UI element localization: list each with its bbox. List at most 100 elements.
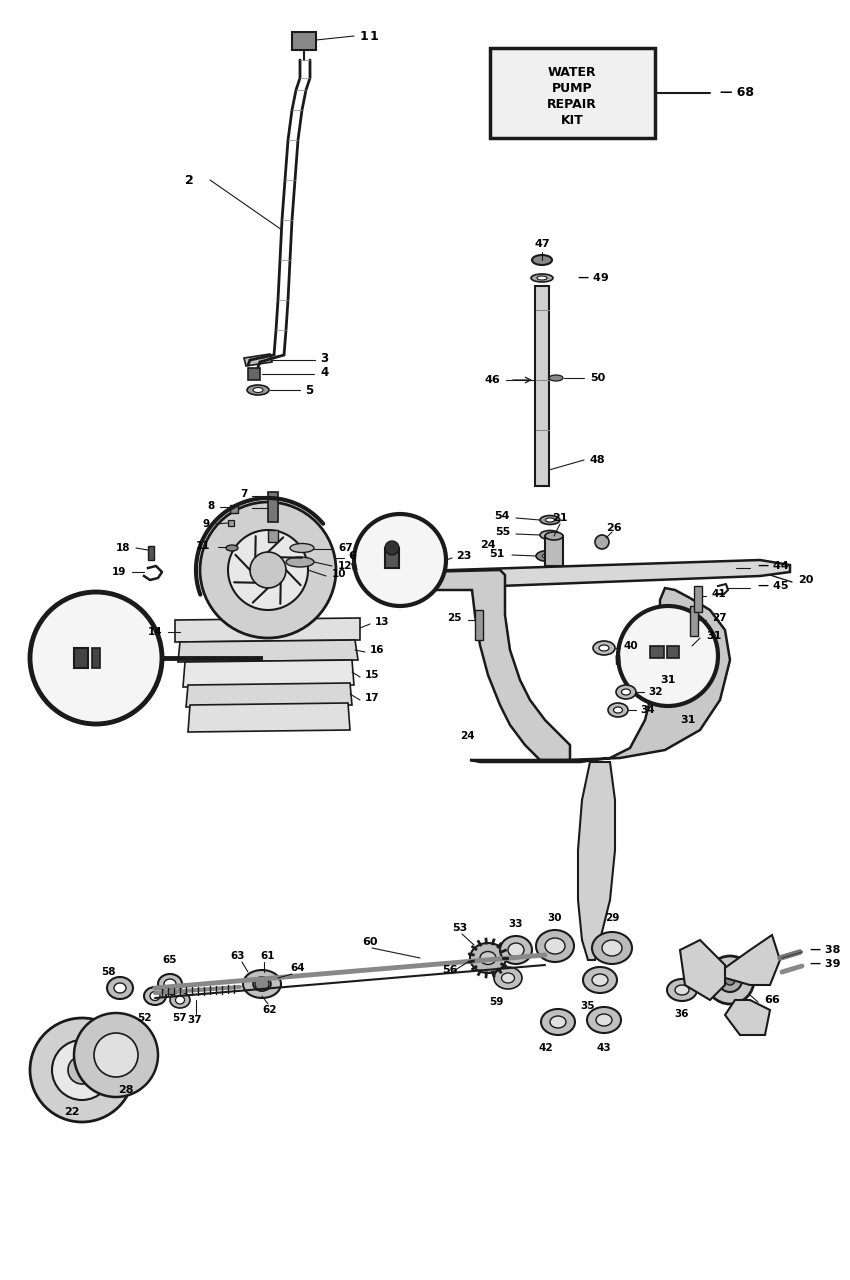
Circle shape (30, 591, 162, 724)
Polygon shape (420, 570, 570, 760)
Circle shape (30, 1018, 134, 1123)
Ellipse shape (545, 532, 563, 540)
Text: 18: 18 (116, 543, 130, 553)
Text: 17: 17 (365, 692, 380, 703)
Circle shape (385, 541, 399, 556)
Text: 26: 26 (606, 524, 622, 532)
Circle shape (706, 956, 754, 1004)
Ellipse shape (545, 938, 565, 954)
Ellipse shape (540, 530, 560, 539)
Text: — 39: — 39 (810, 959, 841, 969)
Text: 14: 14 (147, 627, 162, 637)
Text: 16: 16 (370, 645, 384, 655)
Bar (545, 536, 563, 566)
Text: 52: 52 (137, 1012, 151, 1023)
Text: 50: 50 (590, 372, 605, 383)
Circle shape (718, 968, 742, 992)
Text: 51: 51 (490, 549, 505, 559)
Text: 27: 27 (712, 613, 727, 623)
Ellipse shape (667, 979, 697, 1001)
Text: — 49: — 49 (578, 273, 609, 283)
Text: 46: 46 (484, 375, 500, 385)
Bar (690, 605, 698, 636)
Text: 33: 33 (509, 919, 524, 929)
Ellipse shape (508, 943, 524, 957)
Bar (667, 646, 679, 658)
Polygon shape (390, 561, 790, 590)
Ellipse shape (253, 977, 271, 991)
Text: 54: 54 (495, 511, 510, 521)
Text: — 44: — 44 (758, 561, 789, 571)
Text: 47: 47 (534, 239, 550, 250)
Ellipse shape (158, 974, 182, 995)
Ellipse shape (226, 545, 238, 550)
Text: 1: 1 (370, 29, 379, 42)
Circle shape (255, 977, 269, 991)
Bar (74, 648, 88, 668)
Polygon shape (578, 762, 615, 960)
Ellipse shape (253, 388, 263, 393)
Text: 15: 15 (365, 669, 379, 680)
Ellipse shape (616, 685, 636, 699)
Polygon shape (178, 640, 358, 662)
Ellipse shape (502, 973, 514, 983)
Ellipse shape (164, 979, 176, 989)
Text: 55: 55 (495, 527, 510, 538)
Text: 22: 22 (65, 1107, 80, 1117)
Text: 37: 37 (188, 1015, 202, 1025)
Text: 62: 62 (263, 1005, 277, 1015)
Ellipse shape (480, 951, 496, 965)
Text: 31: 31 (706, 631, 722, 641)
Text: 48: 48 (590, 454, 605, 465)
Text: 4: 4 (320, 366, 328, 379)
Ellipse shape (286, 557, 314, 567)
Text: 23: 23 (456, 550, 472, 561)
Circle shape (725, 975, 735, 986)
Text: 11: 11 (196, 541, 210, 550)
Text: 32: 32 (648, 687, 662, 698)
Ellipse shape (550, 1016, 566, 1028)
Ellipse shape (593, 641, 615, 655)
Ellipse shape (540, 516, 560, 525)
Ellipse shape (170, 992, 190, 1009)
Text: 53: 53 (452, 923, 468, 933)
Ellipse shape (549, 375, 563, 381)
Circle shape (228, 530, 308, 611)
Ellipse shape (500, 936, 532, 964)
Text: 60: 60 (362, 937, 377, 947)
Ellipse shape (537, 276, 547, 280)
Text: 61: 61 (261, 951, 275, 961)
Text: 59: 59 (489, 997, 503, 1007)
Circle shape (94, 1033, 138, 1076)
Polygon shape (186, 684, 352, 707)
Ellipse shape (706, 562, 734, 575)
Ellipse shape (290, 544, 314, 553)
Ellipse shape (621, 689, 631, 695)
Text: 63: 63 (230, 951, 246, 961)
Ellipse shape (546, 532, 554, 538)
Text: 41: 41 (712, 589, 727, 599)
Polygon shape (715, 934, 780, 986)
Ellipse shape (107, 977, 133, 998)
Bar (148, 547, 154, 561)
Text: PUMP: PUMP (552, 82, 592, 95)
Ellipse shape (114, 983, 126, 993)
Bar (650, 646, 664, 658)
Polygon shape (680, 940, 725, 1000)
Text: 3: 3 (320, 352, 328, 365)
Ellipse shape (592, 932, 632, 964)
Ellipse shape (494, 966, 522, 989)
Text: 56: 56 (442, 965, 458, 975)
Text: 24: 24 (480, 540, 496, 550)
Text: — 45: — 45 (758, 581, 789, 591)
Bar (230, 506, 238, 513)
Text: 10: 10 (332, 570, 347, 579)
Text: 57: 57 (173, 1012, 187, 1023)
Circle shape (52, 1039, 112, 1100)
Text: 5: 5 (305, 384, 314, 397)
Text: 58: 58 (101, 966, 116, 977)
Text: 21: 21 (552, 513, 568, 524)
Bar (248, 369, 260, 380)
Ellipse shape (587, 1007, 621, 1033)
Text: — 38: — 38 (810, 945, 841, 955)
